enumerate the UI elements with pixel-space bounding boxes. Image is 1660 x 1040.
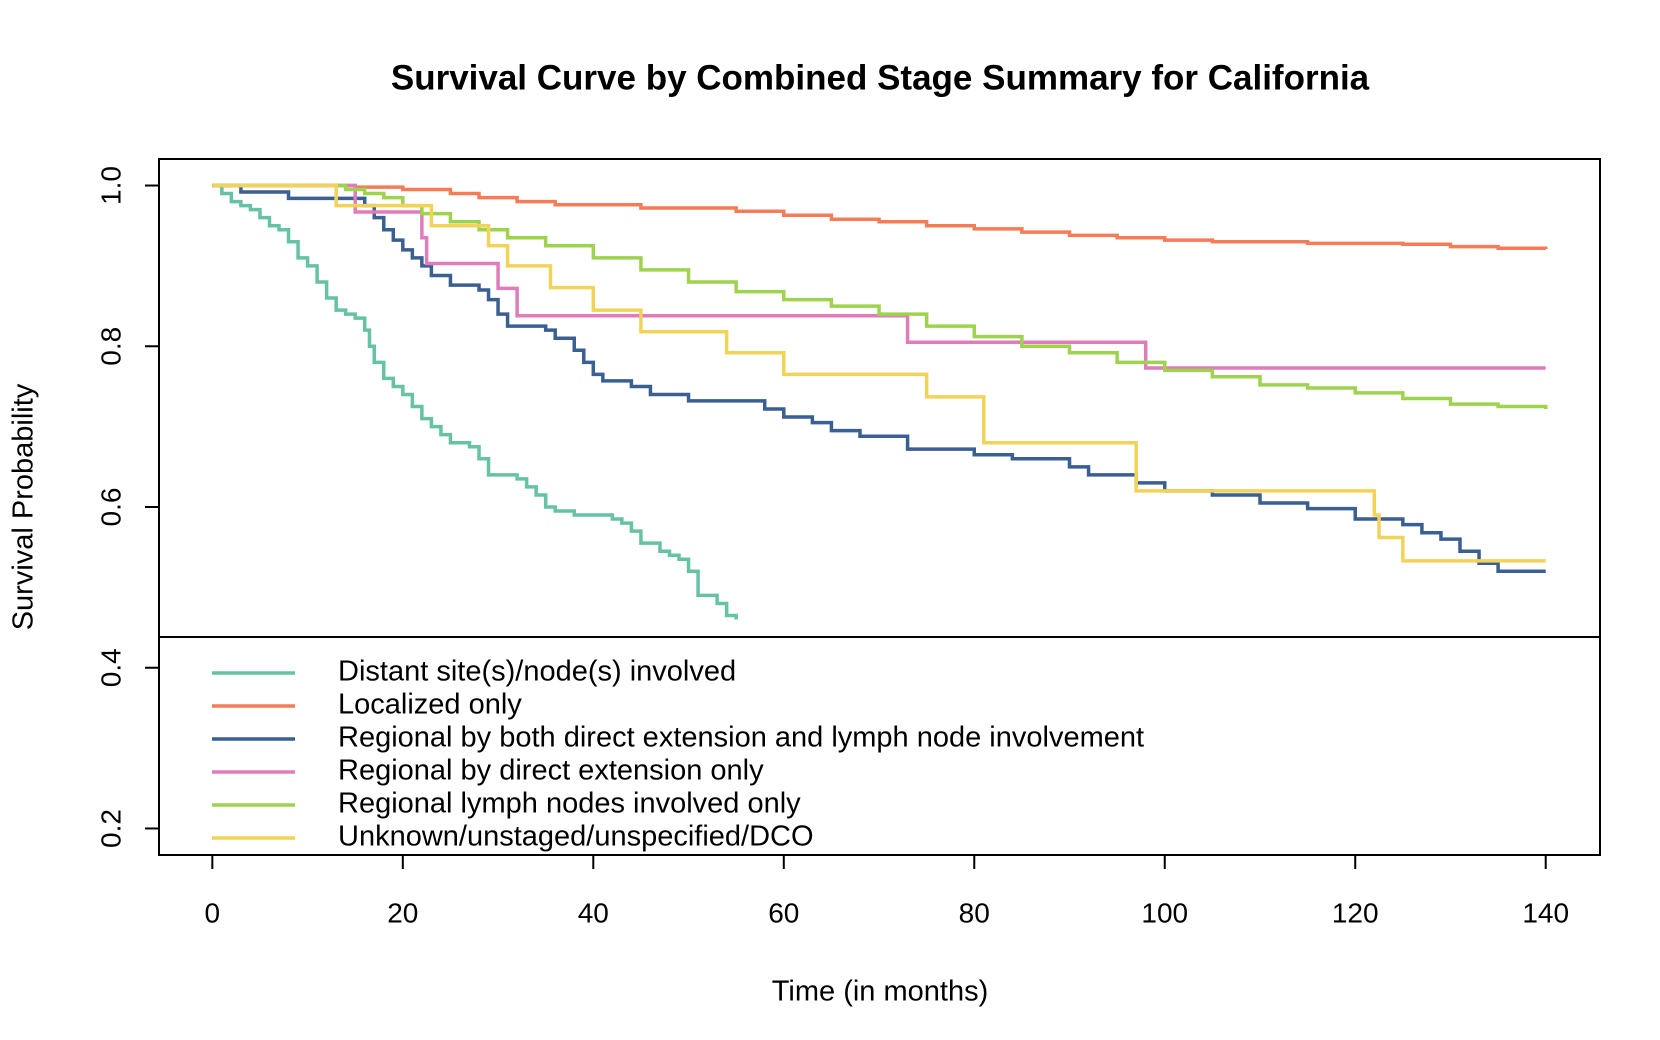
- y-axis-label: Survival Probability: [8, 383, 40, 630]
- y-tick-label: 0.6: [95, 488, 126, 527]
- y-tick-label: 0.8: [95, 327, 126, 366]
- x-axis-label: Time (in months): [772, 976, 988, 1008]
- survival-curve: [212, 183, 1548, 409]
- x-tick-label: 40: [578, 897, 609, 928]
- x-tick-label: 60: [768, 897, 799, 928]
- survival-curve: [212, 183, 1548, 250]
- y-tick-label: 0.2: [95, 809, 126, 848]
- x-tick-label: 80: [959, 897, 990, 928]
- x-tick-label: 140: [1522, 897, 1569, 928]
- legend-box: [158, 636, 1601, 856]
- chart-title: Survival Curve by Combined Stage Summary…: [391, 58, 1370, 97]
- legend-label: Regional by direct extension only: [338, 755, 764, 787]
- legend-label: Regional by both direct extension and ly…: [338, 722, 1144, 754]
- plot-area: [212, 183, 1548, 620]
- legend-label: Localized only: [338, 689, 522, 721]
- x-tick-label: 0: [205, 897, 221, 928]
- y-tick-label: 1.0: [95, 166, 126, 205]
- survival-curve: [212, 183, 1546, 563]
- survival-curve: [212, 183, 738, 620]
- survival-curve: [212, 183, 1546, 574]
- x-tick-label: 20: [387, 897, 418, 928]
- plot-box: [158, 158, 1601, 856]
- survival-curve: [212, 183, 1546, 370]
- y-tick-label: 0.4: [95, 648, 126, 687]
- legend-label: Distant site(s)/node(s) involved: [338, 656, 736, 688]
- legend-label: Unknown/unstaged/unspecified/DCO: [338, 821, 814, 853]
- legend-label: Regional lymph nodes involved only: [338, 788, 801, 820]
- x-tick-label: 120: [1332, 897, 1379, 928]
- x-tick-label: 100: [1141, 897, 1188, 928]
